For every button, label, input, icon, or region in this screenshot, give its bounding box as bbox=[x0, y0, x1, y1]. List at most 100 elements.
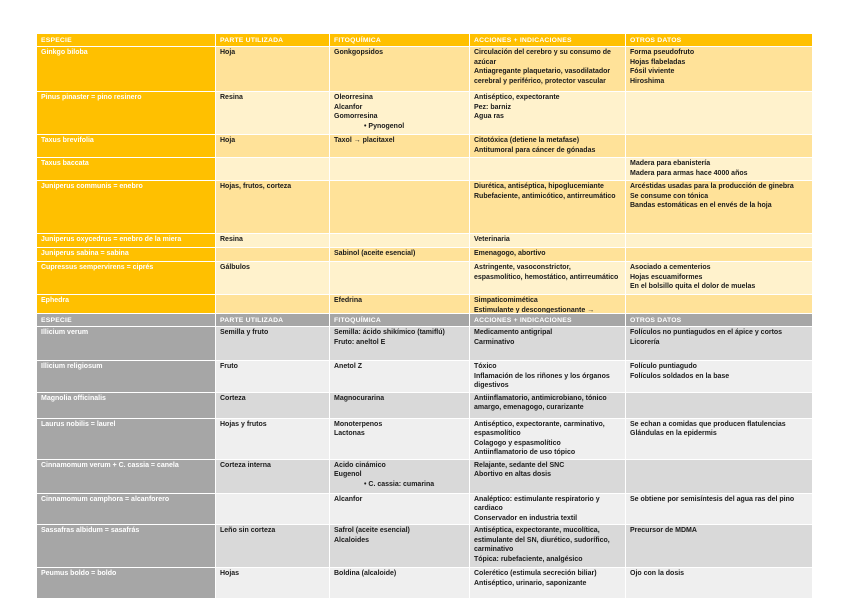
cell-line: Se consume con tónica bbox=[630, 192, 709, 200]
cell-line: Antiinflamatorio, antimicrobiano, tónico… bbox=[474, 394, 607, 412]
especie-label: Illicium verum bbox=[41, 329, 89, 336]
especie-label: Laurus nobilis = laurel bbox=[41, 420, 116, 428]
cell-line: Rubefaciente, antimicótico, antirreumáti… bbox=[474, 192, 616, 200]
cell-parte-utilizada bbox=[215, 157, 330, 181]
cell-parte-utilizada: Gálbulos bbox=[215, 261, 330, 295]
cell-line: Folículos no puntiagudos en el ápice y c… bbox=[630, 329, 783, 336]
cell-line: Hoja bbox=[220, 49, 236, 56]
cell-especie: Peumus boldo = boldo bbox=[36, 567, 216, 599]
cell-line: Safrol (aceite esencial) bbox=[334, 527, 410, 534]
header-row: ESPECIE PARTE UTILIZADA FITOQUÍMICA ACCIONE… bbox=[36, 33, 813, 47]
cell-line: Fruto bbox=[220, 363, 238, 370]
cell-line: Licorería bbox=[630, 338, 660, 346]
cell-acciones-indicaciones: Veterinaria bbox=[469, 233, 626, 248]
cell-otros-datos: Precursor de MDMA bbox=[625, 524, 813, 568]
cell-otros-datos bbox=[625, 391, 813, 419]
cell-especie: Juniperus oxycedrus = enebro de la miera bbox=[36, 233, 216, 248]
cell-fitoquimica: Gonkgopsidos bbox=[329, 46, 470, 92]
cell-line: Antitumoral para cáncer de gónadas bbox=[474, 146, 596, 154]
cell-especie: Laurus nobilis = laurel bbox=[36, 417, 216, 460]
column-header-1: PARTE UTILIZADA bbox=[215, 313, 330, 327]
cell-parte-utilizada: Hoja bbox=[215, 134, 330, 158]
cell-line: Taxol → placitaxel bbox=[334, 137, 395, 144]
cell-especie: Sassafras albidum = sasafrás bbox=[36, 524, 216, 568]
cell-acciones-indicaciones: Tóxico Inflamación de los riñones y los ó… bbox=[469, 360, 626, 393]
bullet-line: • Pynogenol bbox=[364, 122, 405, 130]
table-row: Laurus nobilis = laurel Hojas y frutos Mon… bbox=[36, 417, 813, 460]
cell-fitoquimica: Acido cinámico Eugenol • C. cassia: cumari… bbox=[329, 458, 470, 494]
cell-acciones-indicaciones: Analéptico: estimulante respiratorio y c… bbox=[469, 492, 626, 525]
cell-acciones-indicaciones: Emenagogo, abortivo bbox=[469, 247, 626, 262]
cell-fitoquimica: Safrol (aceite esencial) Alcaloides bbox=[329, 524, 470, 568]
cell-parte-utilizada bbox=[215, 492, 330, 525]
especie-label: Cupressus sempervirens = ciprés bbox=[41, 264, 154, 271]
cell-parte-utilizada: Hoja bbox=[215, 46, 330, 92]
column-header-2: FITOQUÍMICA bbox=[329, 33, 470, 47]
cell-especie: Magnolia officinalis bbox=[36, 391, 216, 419]
cell-otros-datos: Folículos no puntiagudos en el ápice y c… bbox=[625, 326, 813, 361]
cell-especie: Cupressus sempervirens = ciprés bbox=[36, 261, 216, 295]
table-row: Peumus boldo = boldo Hojas Boldina (alcalo… bbox=[36, 567, 813, 599]
cell-parte-utilizada: Hojas bbox=[215, 567, 330, 599]
cell-line: Se obtiene por semisíntesis del agua ras… bbox=[630, 495, 795, 503]
cell-line: Analéptico: estimulante respiratorio y c… bbox=[474, 495, 600, 513]
cell-fitoquimica bbox=[329, 180, 470, 234]
cell-line: Hojas y frutos bbox=[220, 420, 267, 428]
cell-otros-datos bbox=[625, 91, 813, 135]
cell-especie: Taxus brevifolia bbox=[36, 134, 216, 158]
cell-parte-utilizada: Resina bbox=[215, 233, 330, 248]
cell-line: Pez: barniz bbox=[474, 103, 511, 111]
cell-parte-utilizada: Resina bbox=[215, 91, 330, 135]
table-row: Juniperus oxycedrus = enebro de la miera… bbox=[36, 233, 813, 248]
cell-especie: Cinnamomum camphora = alcanforero bbox=[36, 492, 216, 525]
cell-acciones-indicaciones bbox=[469, 157, 626, 181]
table-row: Illicium religiosum Fruto Anetol Z Tóxico In… bbox=[36, 360, 813, 393]
table-row: Cinnamomum camphora = alcanforero Alcanfo… bbox=[36, 492, 813, 525]
cell-otros-datos bbox=[625, 458, 813, 494]
cell-fitoquimica bbox=[329, 261, 470, 295]
cell-line: Gonkgopsidos bbox=[334, 49, 383, 56]
cell-line: Antiséptico, urinario, saponizante bbox=[474, 579, 587, 587]
cell-line: Circulación del cerebro y su consumo de … bbox=[474, 49, 611, 66]
cell-line: Inflamación de los riñones y los órganos… bbox=[474, 372, 610, 390]
cell-especie: Ginkgo biloba bbox=[36, 46, 216, 92]
cell-line: Bandas estomáticas en el envés de la hoj… bbox=[630, 202, 772, 209]
cell-line: Semilla y fruto bbox=[220, 329, 269, 336]
cell-line: Alcanfor bbox=[334, 103, 363, 111]
cell-acciones-indicaciones: Antiséptico, expectorante Pez: barniz Agua… bbox=[469, 91, 626, 135]
table-body: Ginkgo biloba Hoja Gonkgopsidos Circulación… bbox=[36, 46, 813, 327]
cell-especie: Juniperus communis = enebro bbox=[36, 180, 216, 234]
cell-fitoquimica bbox=[329, 233, 470, 248]
cell-especie: Pinus pinaster = pino resinero bbox=[36, 91, 216, 135]
especie-label: Ginkgo biloba bbox=[41, 49, 88, 56]
cell-line: Veterinaria bbox=[474, 236, 510, 243]
cell-otros-datos bbox=[625, 233, 813, 248]
cell-line: Lactonas bbox=[334, 430, 365, 437]
table-row: Pinus pinaster = pino resinero Resina Oleo… bbox=[36, 91, 813, 135]
cell-acciones-indicaciones: Diurética, antiséptica, hipoglucemiante R… bbox=[469, 180, 626, 234]
cell-otros-datos: Forma pseudofruto Hojas flabeladas Fósil v… bbox=[625, 46, 813, 92]
cell-acciones-indicaciones: Astringente, vasoconstrictor, espasmolít… bbox=[469, 261, 626, 295]
cell-fitoquimica bbox=[329, 157, 470, 181]
cell-line: Hiroshima bbox=[630, 77, 665, 85]
cell-acciones-indicaciones: Medicamento antigripal Carminativo bbox=[469, 326, 626, 361]
cell-line: Fósil viviente bbox=[630, 68, 675, 75]
cell-acciones-indicaciones: Colerético (estimula secreción biliar) An… bbox=[469, 567, 626, 599]
cell-otros-datos bbox=[625, 247, 813, 262]
cell-fitoquimica: Magnocurarina bbox=[329, 391, 470, 419]
cell-parte-utilizada: Fruto bbox=[215, 360, 330, 393]
column-header-3: ACCIONES + INDICACIONES bbox=[469, 313, 626, 327]
cell-fitoquimica: Sabinol (aceite esencial) bbox=[329, 247, 470, 262]
especie-label: Cinnamomum camphora = alcanforero bbox=[41, 495, 170, 503]
cell-otros-datos: Ojo con la dosis bbox=[625, 567, 813, 599]
cell-otros-datos bbox=[625, 134, 813, 158]
cell-line: Sabinol (aceite esencial) bbox=[334, 250, 416, 257]
cell-acciones-indicaciones: Relajante, sedante del SNC Abortivo en al… bbox=[469, 458, 626, 494]
column-header-3: ACCIONES + INDICACIONES bbox=[469, 33, 626, 47]
cell-parte-utilizada: Hojas, frutos, corteza bbox=[215, 180, 330, 234]
cell-line: Boldina (alcaloide) bbox=[334, 570, 397, 577]
table-row: Cupressus sempervirens = ciprés Gálbulos A… bbox=[36, 261, 813, 295]
cell-line: Tóxico bbox=[474, 363, 497, 370]
table-header: ESPECIE PARTE UTILIZADA FITOQUÍMICA ACCIONE… bbox=[36, 313, 813, 327]
